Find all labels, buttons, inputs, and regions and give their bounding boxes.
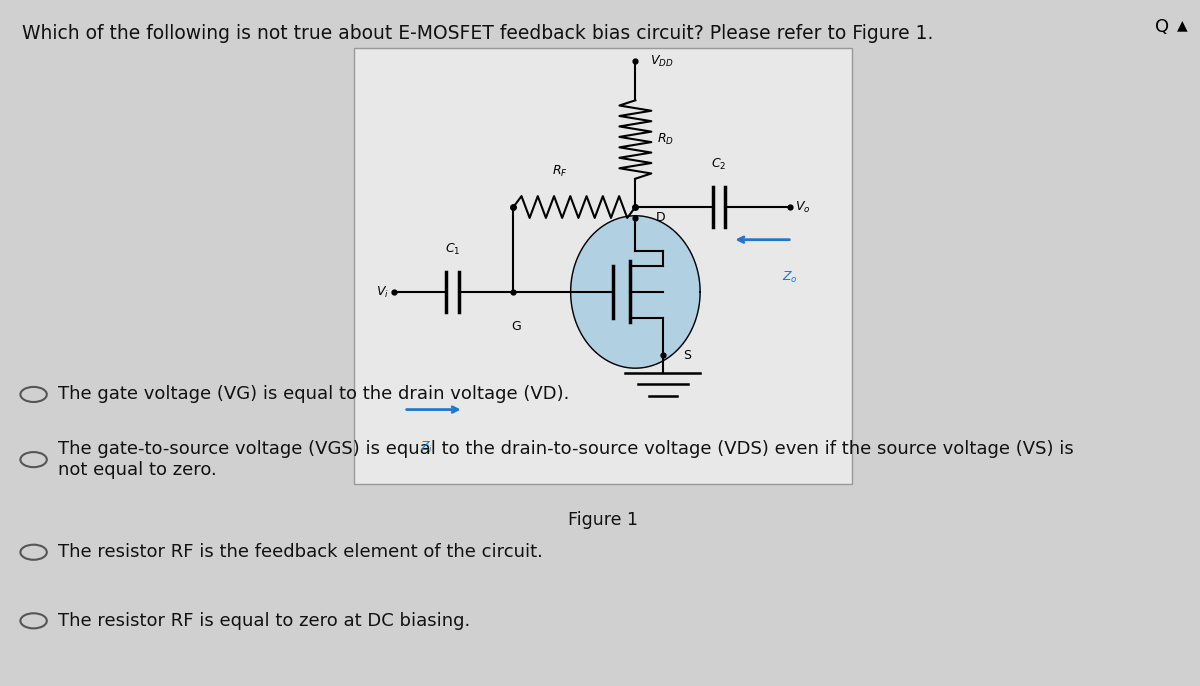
Text: $C_1$: $C_1$ (445, 242, 460, 257)
Text: ▲: ▲ (1177, 18, 1188, 32)
Polygon shape (571, 215, 700, 368)
Text: G: G (511, 320, 521, 333)
Text: $Z_i$: $Z_i$ (420, 440, 433, 456)
Text: The resistor RF is the feedback element of the circuit.: The resistor RF is the feedback element … (58, 543, 542, 561)
Text: $R_F$: $R_F$ (552, 163, 568, 179)
Text: The gate-to-source voltage (VGS) is equal to the drain-to-source voltage (VDS) e: The gate-to-source voltage (VGS) is equa… (58, 440, 1073, 479)
Text: $C_2$: $C_2$ (712, 157, 726, 172)
Text: $V_o$: $V_o$ (794, 200, 810, 215)
Text: $V_{DD}$: $V_{DD}$ (650, 54, 674, 69)
Text: S: S (683, 348, 691, 362)
FancyBboxPatch shape (354, 48, 852, 484)
Text: Which of the following is not true about E-MOSFET feedback bias circuit? Please : Which of the following is not true about… (22, 24, 932, 43)
Text: Figure 1: Figure 1 (568, 511, 638, 529)
Text: Q: Q (1154, 18, 1169, 36)
Text: $Z_o$: $Z_o$ (782, 270, 798, 285)
Text: $R_D$: $R_D$ (656, 132, 673, 147)
Text: The resistor RF is equal to zero at DC biasing.: The resistor RF is equal to zero at DC b… (58, 612, 470, 630)
Text: $V_i$: $V_i$ (376, 285, 389, 300)
Text: D: D (655, 211, 665, 224)
Text: The gate voltage (VG) is equal to the drain voltage (VD).: The gate voltage (VG) is equal to the dr… (58, 386, 569, 403)
